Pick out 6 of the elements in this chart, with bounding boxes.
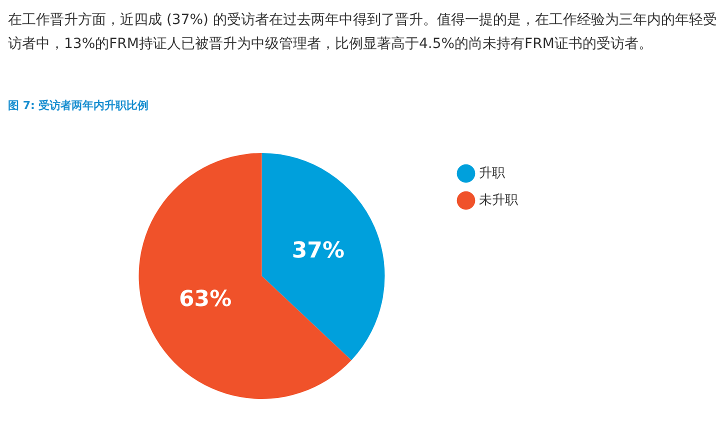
text: 在工作晋升方面，近四成 (37%) 的受访者在过去两年中得到了晋升。值得一提的是，在工作经验为三年内的年轻受访者中，13%的FRM持证人已被晋升为中级管理者，比例显著高于4.5%的尚未持有FRM证书的受访者。 [8,11,717,54]
data-label: 37% [292,238,345,264]
data-label: 63% [178,287,232,312]
chart-title: 图 7: 受访者两年内升职比例 [8,98,150,113]
legend-label: 升职 [479,166,505,181]
legend-label: 未升职 [479,192,518,208]
